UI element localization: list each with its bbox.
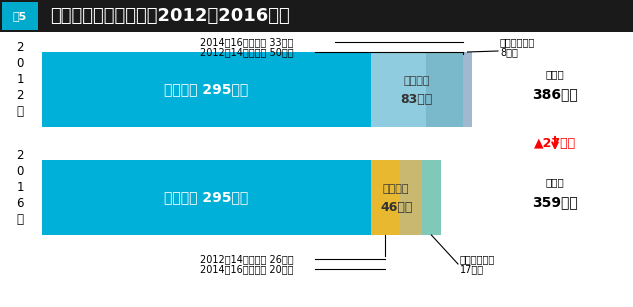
- Text: 359万者: 359万者: [532, 196, 578, 209]
- Text: 存続企業 295万者: 存続企業 295万者: [164, 83, 248, 96]
- FancyBboxPatch shape: [371, 52, 427, 127]
- Text: 2012〜14年に開業 26万者: 2012〜14年に開業 26万者: [200, 254, 294, 264]
- FancyBboxPatch shape: [463, 52, 472, 127]
- FancyBboxPatch shape: [422, 160, 441, 235]
- Text: 開業企業: 開業企業: [383, 185, 410, 195]
- Text: 2012〜14年に廃業 50万者: 2012〜14年に廃業 50万者: [200, 47, 294, 57]
- Text: ▲27万者: ▲27万者: [534, 137, 576, 150]
- Text: 2014〜16年に廃業 33万者: 2014〜16年に廃業 33万者: [200, 37, 293, 47]
- Text: 2014〜16年に開業 20万者: 2014〜16年に開業 20万者: [200, 264, 294, 274]
- Text: 図5: 図5: [13, 11, 27, 21]
- Text: 企業数: 企業数: [546, 177, 565, 188]
- Text: 17万者: 17万者: [460, 264, 484, 274]
- Text: 386万者: 386万者: [532, 87, 578, 102]
- Text: 存続企業 295万者: 存続企業 295万者: [164, 191, 248, 204]
- FancyBboxPatch shape: [427, 52, 463, 127]
- FancyBboxPatch shape: [0, 0, 633, 32]
- Text: その他の増減: その他の増減: [500, 37, 536, 47]
- FancyBboxPatch shape: [42, 160, 371, 235]
- Text: その他の増減: その他の増減: [460, 254, 495, 264]
- FancyBboxPatch shape: [399, 160, 422, 235]
- FancyBboxPatch shape: [2, 2, 38, 30]
- Text: 企業数: 企業数: [546, 69, 565, 80]
- FancyBboxPatch shape: [371, 160, 399, 235]
- Text: 83万者: 83万者: [401, 93, 433, 106]
- Text: 2
0
1
2
年: 2 0 1 2 年: [16, 41, 24, 118]
- Text: 2
0
1
6
年: 2 0 1 6 年: [16, 149, 24, 226]
- Text: 8万者: 8万者: [500, 47, 518, 57]
- Text: 廃業企業: 廃業企業: [404, 76, 430, 87]
- Text: 46万者: 46万者: [380, 201, 413, 214]
- Text: 企業数の変化の内訳（2012〜2016年）: 企業数の変化の内訳（2012〜2016年）: [50, 7, 290, 25]
- FancyBboxPatch shape: [42, 52, 371, 127]
